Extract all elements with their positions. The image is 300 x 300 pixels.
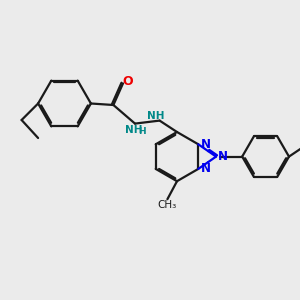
Text: N: N	[201, 162, 211, 175]
Text: N: N	[218, 150, 228, 163]
Text: NH: NH	[125, 125, 142, 135]
Text: O: O	[122, 75, 133, 88]
Text: N: N	[201, 138, 211, 151]
Text: H: H	[138, 128, 146, 136]
Text: NH: NH	[147, 111, 165, 121]
Text: CH₃: CH₃	[158, 200, 177, 210]
